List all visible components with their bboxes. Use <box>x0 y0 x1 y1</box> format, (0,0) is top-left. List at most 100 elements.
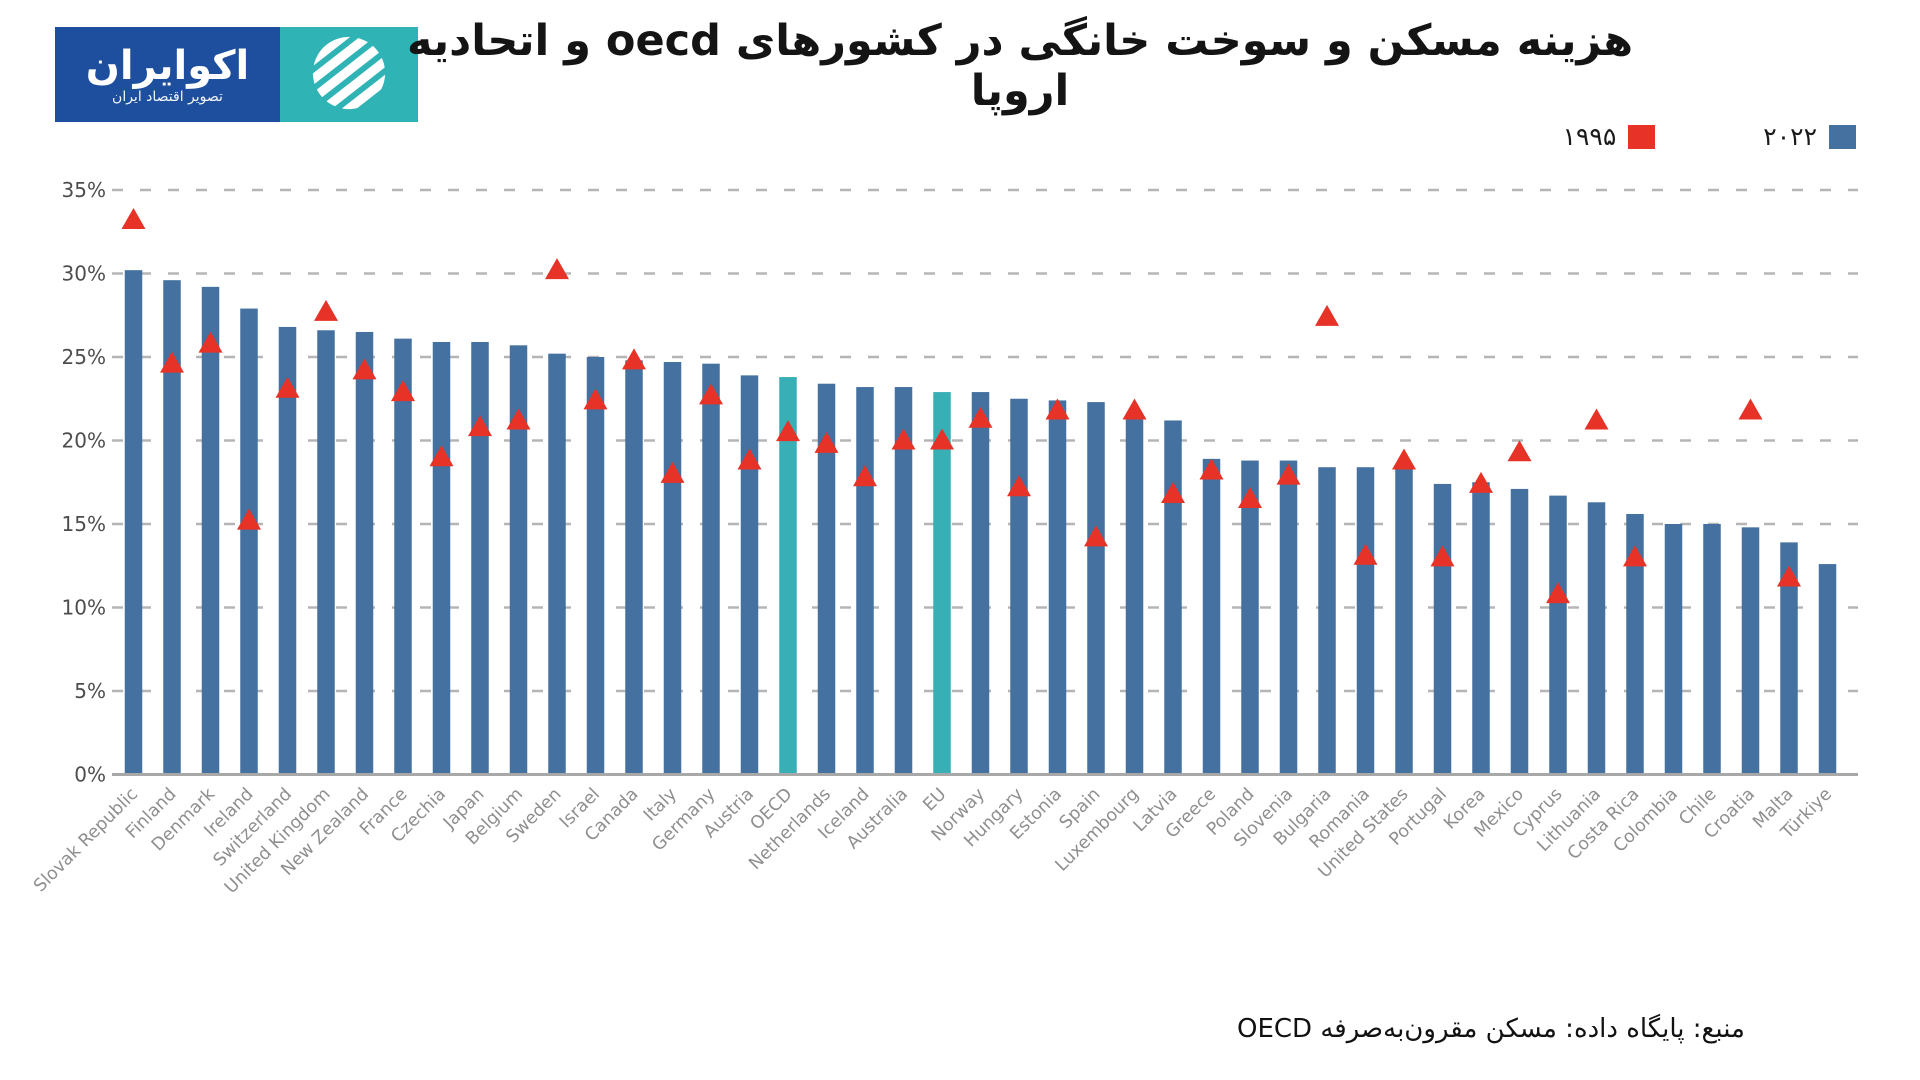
triangle-1995-canada <box>622 348 646 370</box>
triangle-1995-czechia <box>429 445 454 467</box>
triangle-1995-mexico <box>1507 440 1532 462</box>
triangle-1995-united-kingdom <box>314 299 338 321</box>
bar-switzerland <box>278 326 297 775</box>
triangle-1995-romania <box>1353 543 1378 565</box>
triangle-1995-eu <box>930 428 954 450</box>
bar-malta <box>1780 542 1798 775</box>
legend-item-2022: ۲۰۲۲ <box>1763 122 1856 151</box>
page-title: هزینه مسکن و سوخت خانگی در کشورهای oecd … <box>406 16 1634 116</box>
triangle-1995-new-zealand <box>352 358 377 380</box>
triangle-1995-united-states <box>1392 448 1416 470</box>
y-tick-label-10: 10% <box>62 596 106 620</box>
bar-slovak-republic <box>124 270 143 775</box>
triangle-1995-hungary <box>1007 475 1031 497</box>
bar-sweden <box>548 353 566 775</box>
triangle-1995-italy <box>660 461 685 483</box>
legend-swatch-2022 <box>1829 124 1856 149</box>
y-tick-label-25: 25% <box>62 345 106 369</box>
y-tick-label-35: 35% <box>62 178 106 202</box>
triangle-1995-oecd <box>776 420 800 442</box>
bar-czechia <box>432 341 451 775</box>
bar-australia <box>894 387 913 775</box>
y-tick-label-0: 0% <box>74 763 106 787</box>
bar-spain <box>1087 402 1105 775</box>
bar-croatia <box>1741 527 1760 775</box>
triangle-1995-estonia <box>1045 398 1070 420</box>
bar-denmark <box>201 286 220 775</box>
bar-bulgaria <box>1318 467 1336 775</box>
y-tick-label-30: 30% <box>62 262 106 286</box>
triangle-1995-slovenia <box>1276 463 1301 485</box>
bar-chile <box>1703 524 1721 775</box>
bar-latvia <box>1164 420 1182 775</box>
bar-belgium <box>509 345 528 775</box>
triangle-1995-slovak-republic <box>121 208 146 230</box>
triangle-1995-denmark <box>198 331 223 353</box>
bar-costa-rica <box>1626 513 1644 775</box>
triangle-1995-luxembourg <box>1122 398 1147 420</box>
bar-lithuania <box>1587 502 1606 775</box>
triangle-1995-bulgaria <box>1315 304 1339 326</box>
bar-iceland <box>856 387 874 775</box>
bar-austria <box>740 375 759 775</box>
triangle-1995-croatia <box>1738 398 1763 420</box>
bar-türkiye <box>1818 564 1837 775</box>
logo-brand: اکوایران <box>85 42 250 89</box>
bar-korea <box>1472 482 1490 775</box>
bar-slovenia <box>1279 460 1298 775</box>
bar-portugal <box>1433 483 1452 775</box>
y-tick-label-5: 5% <box>74 679 106 703</box>
triangle-1995-norway <box>968 406 993 428</box>
logo-mark-panel <box>280 21 418 124</box>
bar-united-kingdom <box>317 330 335 775</box>
triangle-1995-lithuania <box>1584 408 1609 430</box>
logo-text-panel: اکوایران تصویر اقتصاد ایران <box>55 27 280 122</box>
bar-romania <box>1356 467 1375 775</box>
bar-united-states <box>1395 467 1413 775</box>
bar-mexico <box>1510 488 1529 775</box>
x-label-slovak-republic: Slovak Republic <box>30 784 142 896</box>
bar-eu <box>933 392 951 775</box>
triangle-1995-ireland <box>237 508 261 530</box>
bar-greece <box>1202 458 1221 775</box>
triangle-1995-sweden <box>545 258 569 280</box>
logo-tagline: تصویر اقتصاد ایران <box>112 88 223 105</box>
source-note: منبع: پایگاه داده: مسکن مقرون‌به‌صرفه OE… <box>1237 1014 1745 1044</box>
legend-label-2022: ۲۰۲۲ <box>1763 122 1817 151</box>
triangle-1995-spain <box>1084 525 1108 547</box>
triangle-1995-finland <box>160 351 184 373</box>
triangle-1995-australia <box>891 428 916 450</box>
triangle-1995-malta <box>1777 565 1801 587</box>
bar-germany <box>702 363 720 775</box>
bar-israel <box>586 357 605 775</box>
bar-hungary <box>1010 398 1028 775</box>
bar-netherlands <box>817 383 836 775</box>
triangle-1995-latvia <box>1161 481 1185 503</box>
triangle-1995-greece <box>1199 458 1224 480</box>
bar-new-zealand <box>355 331 374 775</box>
bar-norway <box>971 392 990 775</box>
bar-oecd <box>779 377 797 775</box>
triangle-1995-netherlands <box>814 431 839 453</box>
bar-ireland <box>240 308 258 775</box>
triangle-1995-austria <box>737 448 762 470</box>
triangle-1995-costa-rica <box>1623 545 1647 567</box>
triangle-1995-cyprus <box>1546 582 1570 604</box>
y-tick-label-15: 15% <box>62 512 106 536</box>
chart-legend: ۱۹۹۵ ۲۰۲۲ <box>1563 122 1856 151</box>
bar-japan <box>471 341 489 775</box>
triangle-1995-korea <box>1469 471 1493 493</box>
ecoiran-logo: اکوایران تصویر اقتصاد ایران <box>55 21 418 124</box>
bar-italy <box>663 362 682 775</box>
triangle-1995-belgium <box>506 408 531 430</box>
triangle-1995-poland <box>1238 486 1262 508</box>
legend-swatch-1995 <box>1628 124 1656 149</box>
legend-label-1995: ۱۹۹۵ <box>1562 122 1617 151</box>
triangle-1995-japan <box>468 415 492 437</box>
x-label-eu: EU <box>920 784 951 815</box>
legend-item-1995: ۱۹۹۵ <box>1563 122 1656 151</box>
bar-cyprus <box>1549 495 1567 775</box>
triangle-1995-germany <box>699 383 723 405</box>
